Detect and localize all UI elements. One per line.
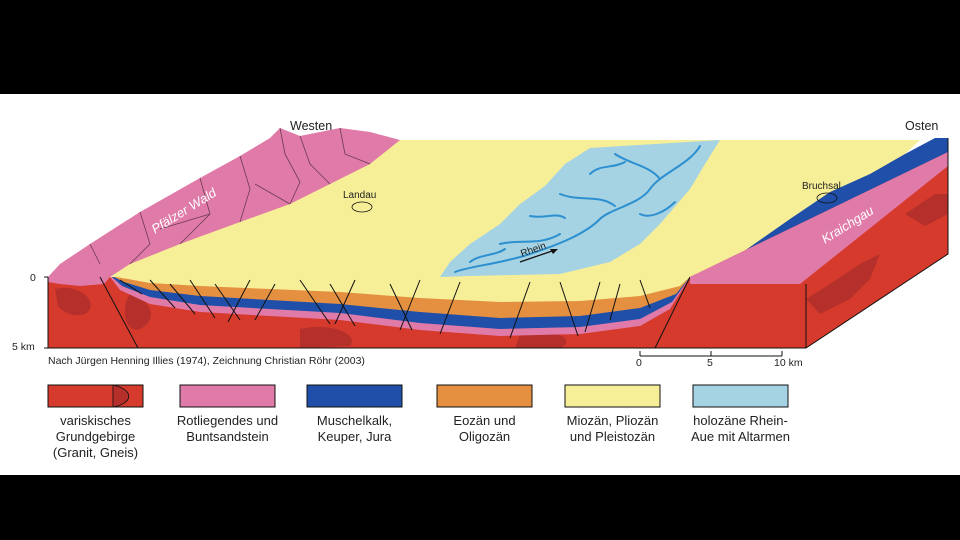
plain-surface [48,140,920,277]
legend-label-5-0: holozäne Rhein- [693,413,788,428]
pfaelzer-wald-ridges [89,127,371,265]
arrow-head [550,249,558,254]
scale-tick-0: 0 [636,357,642,369]
depth-label-top: 0 [30,272,36,284]
legend-label-0-0: variskisches [60,413,131,428]
landau-marker [351,201,373,213]
block-outline [47,138,949,349]
direction-west: Westen [290,119,332,133]
legend-swatch-0-accent [112,384,130,408]
faults [99,276,691,349]
scale-bar: 0 5 10 km [636,351,803,369]
legend-label-1-1: Buntsandstein [186,429,268,444]
legend-label-0-1: Grundgebirge [56,429,136,444]
legend-label-5-1: Aue mit Altarmen [691,429,790,444]
legend-label-2-0: Muschelkalk, [317,413,392,428]
legend-label-2-1: Keuper, Jura [318,429,392,444]
scale-tick-5: 5 [707,357,713,369]
legend-swatch-1 [179,384,276,408]
direction-east: Osten [905,119,938,133]
scale-tick-10: 10 km [774,357,803,369]
depth-label-bottom: 5 km [12,341,35,353]
credit-line: Nach Jürgen Henning Illies (1974), Zeich… [48,355,365,367]
rhein-flow-arrow [519,249,556,263]
legend-label-4-0: Miozän, Pliozän [567,413,659,428]
place-landau: Landau [343,190,376,201]
legend-swatch-4 [564,384,661,408]
place-bruchsal: Bruchsal [802,181,841,192]
legend-label-4-1: und Pleistozän [570,429,655,444]
legend-swatch-2 [306,384,403,408]
rhein-channels [454,145,701,273]
legend-swatch-5 [692,384,789,408]
diagram-panel: Westen Osten Landau Bruchsal Rhein Pfälz… [0,94,960,475]
legend-label-0-2: (Granit, Gneis) [53,445,138,460]
kraichgau-surface [690,138,948,277]
pfaelzer-wald-surface [48,128,400,277]
bruchsal-marker [816,192,838,204]
front-cross-section [48,277,690,348]
legend-label-3-0: Eozän und [453,413,515,428]
legend-label-3-1: Oligozän [459,429,510,444]
legend-label-1-0: Rotliegendes und [177,413,278,428]
geology-block-diagram: Westen Osten Landau Bruchsal Rhein Pfälz… [12,119,949,460]
legend-swatch-3 [436,384,533,408]
